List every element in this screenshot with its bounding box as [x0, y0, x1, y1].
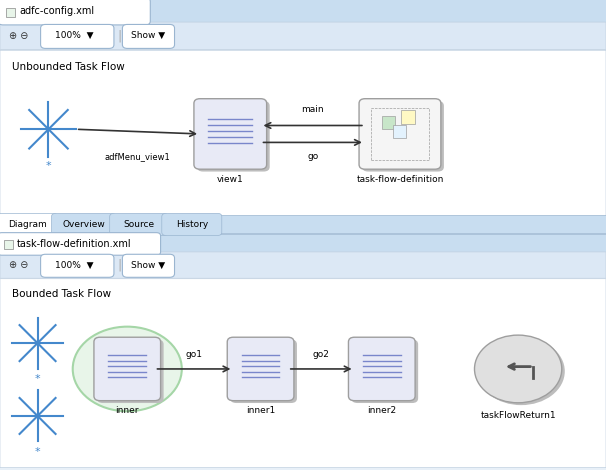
Text: History: History: [176, 220, 208, 229]
Text: Diagram: Diagram: [8, 220, 47, 229]
FancyBboxPatch shape: [0, 0, 150, 25]
Text: |: |: [118, 258, 122, 272]
FancyBboxPatch shape: [348, 337, 415, 400]
Bar: [401, 110, 415, 124]
FancyBboxPatch shape: [362, 101, 444, 172]
Text: ⊕ ⊖: ⊕ ⊖: [9, 260, 28, 270]
Text: *: *: [35, 446, 41, 456]
Text: inner: inner: [116, 406, 139, 415]
FancyBboxPatch shape: [0, 233, 161, 255]
Circle shape: [474, 335, 562, 403]
Text: ⊕ ⊖: ⊕ ⊖: [9, 31, 28, 41]
Text: taskFlowReturn1: taskFlowReturn1: [481, 411, 556, 420]
FancyBboxPatch shape: [0, 279, 606, 468]
FancyBboxPatch shape: [0, 0, 606, 24]
FancyBboxPatch shape: [110, 213, 168, 235]
Text: Unbounded Task Flow: Unbounded Task Flow: [12, 62, 125, 72]
FancyBboxPatch shape: [41, 24, 114, 48]
FancyBboxPatch shape: [97, 339, 164, 403]
FancyBboxPatch shape: [162, 213, 222, 235]
FancyBboxPatch shape: [194, 99, 267, 169]
Text: task-flow-definition.xml: task-flow-definition.xml: [17, 239, 132, 249]
Text: Overview: Overview: [62, 220, 105, 229]
Text: 100%  ▼: 100% ▼: [55, 31, 93, 40]
FancyBboxPatch shape: [351, 339, 418, 403]
Bar: [6, 8, 15, 17]
FancyBboxPatch shape: [359, 99, 441, 169]
Text: 100%  ▼: 100% ▼: [55, 260, 93, 270]
Text: Bounded Task Flow: Bounded Task Flow: [12, 289, 112, 299]
Text: adfc-config.xml: adfc-config.xml: [19, 6, 95, 16]
FancyBboxPatch shape: [197, 101, 270, 172]
Bar: [382, 116, 395, 129]
Circle shape: [478, 337, 565, 405]
FancyBboxPatch shape: [122, 254, 175, 277]
Text: go2: go2: [313, 350, 330, 359]
FancyBboxPatch shape: [227, 337, 294, 400]
Bar: [4, 240, 13, 249]
Text: main: main: [301, 105, 324, 114]
Text: go: go: [307, 152, 318, 161]
Bar: [393, 125, 406, 138]
FancyBboxPatch shape: [0, 215, 606, 233]
FancyBboxPatch shape: [94, 337, 161, 400]
Text: go1: go1: [185, 350, 202, 359]
Text: Show ▼: Show ▼: [132, 31, 165, 40]
Text: inner2: inner2: [367, 406, 396, 415]
FancyBboxPatch shape: [0, 50, 606, 223]
FancyBboxPatch shape: [41, 254, 114, 277]
FancyBboxPatch shape: [0, 234, 606, 253]
Text: task-flow-definition: task-flow-definition: [356, 175, 444, 184]
FancyBboxPatch shape: [0, 213, 58, 235]
Bar: [371, 108, 429, 160]
Text: view1: view1: [217, 175, 244, 184]
FancyBboxPatch shape: [230, 339, 297, 403]
Text: Show ▼: Show ▼: [132, 260, 165, 270]
Circle shape: [73, 327, 182, 411]
Text: adfMenu_view1: adfMenu_view1: [105, 152, 171, 161]
Text: *: *: [35, 374, 41, 384]
Text: inner1: inner1: [246, 406, 275, 415]
Text: *: *: [45, 161, 52, 171]
Text: |: |: [118, 29, 122, 42]
FancyBboxPatch shape: [0, 22, 606, 49]
FancyBboxPatch shape: [52, 213, 116, 235]
FancyBboxPatch shape: [0, 252, 606, 278]
FancyBboxPatch shape: [122, 24, 175, 48]
Text: Source: Source: [123, 220, 155, 229]
